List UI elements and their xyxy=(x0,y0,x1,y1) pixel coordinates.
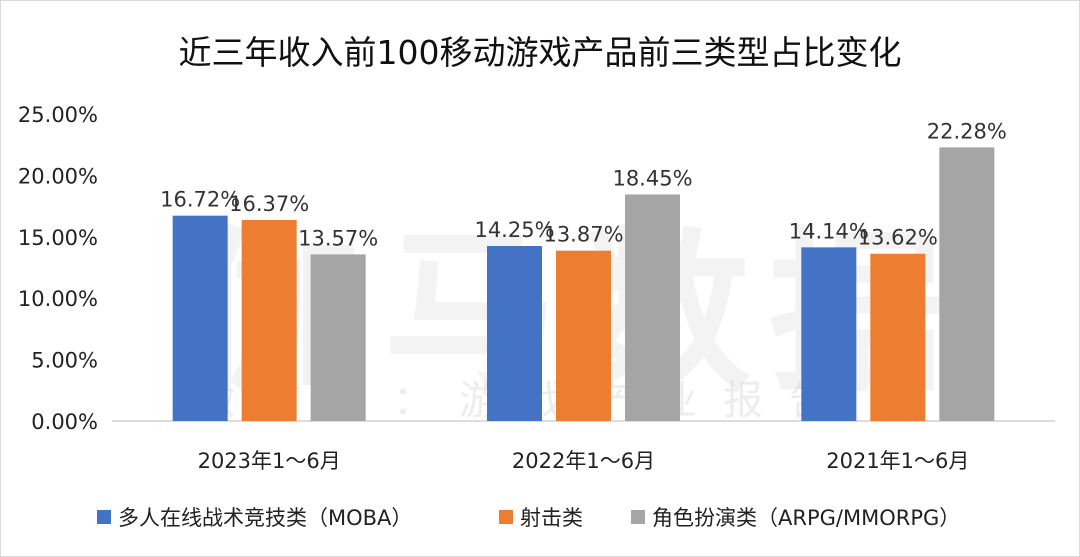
legend-swatch xyxy=(97,510,111,524)
data-label: 22.28% xyxy=(927,119,1007,143)
data-label: 14.25% xyxy=(474,218,554,242)
legend-label: 多人在线战术竞技类（MOBA） xyxy=(118,506,412,530)
category-label: 2023年1～6月 xyxy=(198,449,341,473)
bar xyxy=(939,147,995,421)
bar xyxy=(310,254,366,421)
y-tick-label: 10.00% xyxy=(18,287,98,311)
data-label: 16.37% xyxy=(229,192,309,216)
bar xyxy=(241,219,297,421)
bar xyxy=(556,250,611,421)
y-tick-label: 25.00% xyxy=(18,103,98,127)
category-labels-group: 2023年1～6月 2022年1～6月 2021年1～6月 xyxy=(198,449,970,473)
y-tick-label: 20.00% xyxy=(18,164,98,188)
y-axis-ticks: 0.00% 5.00% 10.00% 15.00% 20.00% 25.00% xyxy=(18,103,98,434)
bar xyxy=(801,247,857,421)
chart-title: 近三年收入前100移动游戏产品前三类型占比变化 xyxy=(179,33,902,72)
legend: 多人在线战术竞技类（MOBA） 射击类 角色扮演类（ARPG/MMORPG） xyxy=(97,506,960,530)
data-label: 18.45% xyxy=(612,166,692,190)
y-tick-label: 15.00% xyxy=(18,226,98,250)
data-label: 13.57% xyxy=(298,226,378,250)
bar xyxy=(625,194,680,421)
legend-swatch xyxy=(631,510,645,524)
category-label: 2022年1～6月 xyxy=(512,449,655,473)
data-label: 13.87% xyxy=(543,223,623,247)
data-labels-group: 16.72%16.37% 13.57% 14.25%13.87% 18.45% 14.1… xyxy=(160,119,1007,250)
bars-group xyxy=(172,147,995,421)
bar xyxy=(487,246,542,421)
category-label: 2021年1～6月 xyxy=(826,449,969,473)
y-tick-label: 0.00% xyxy=(31,410,98,434)
bar xyxy=(172,215,228,421)
legend-label: 角色扮演类（ARPG/MMORPG） xyxy=(652,506,960,530)
bar xyxy=(870,253,926,421)
data-label: 16.72% xyxy=(160,188,240,212)
data-label: 13.62% xyxy=(858,226,938,250)
y-tick-label: 5.00% xyxy=(31,349,98,373)
legend-label: 射击类 xyxy=(520,506,583,530)
legend-swatch xyxy=(499,510,513,524)
data-label: 14.14% xyxy=(789,219,869,243)
